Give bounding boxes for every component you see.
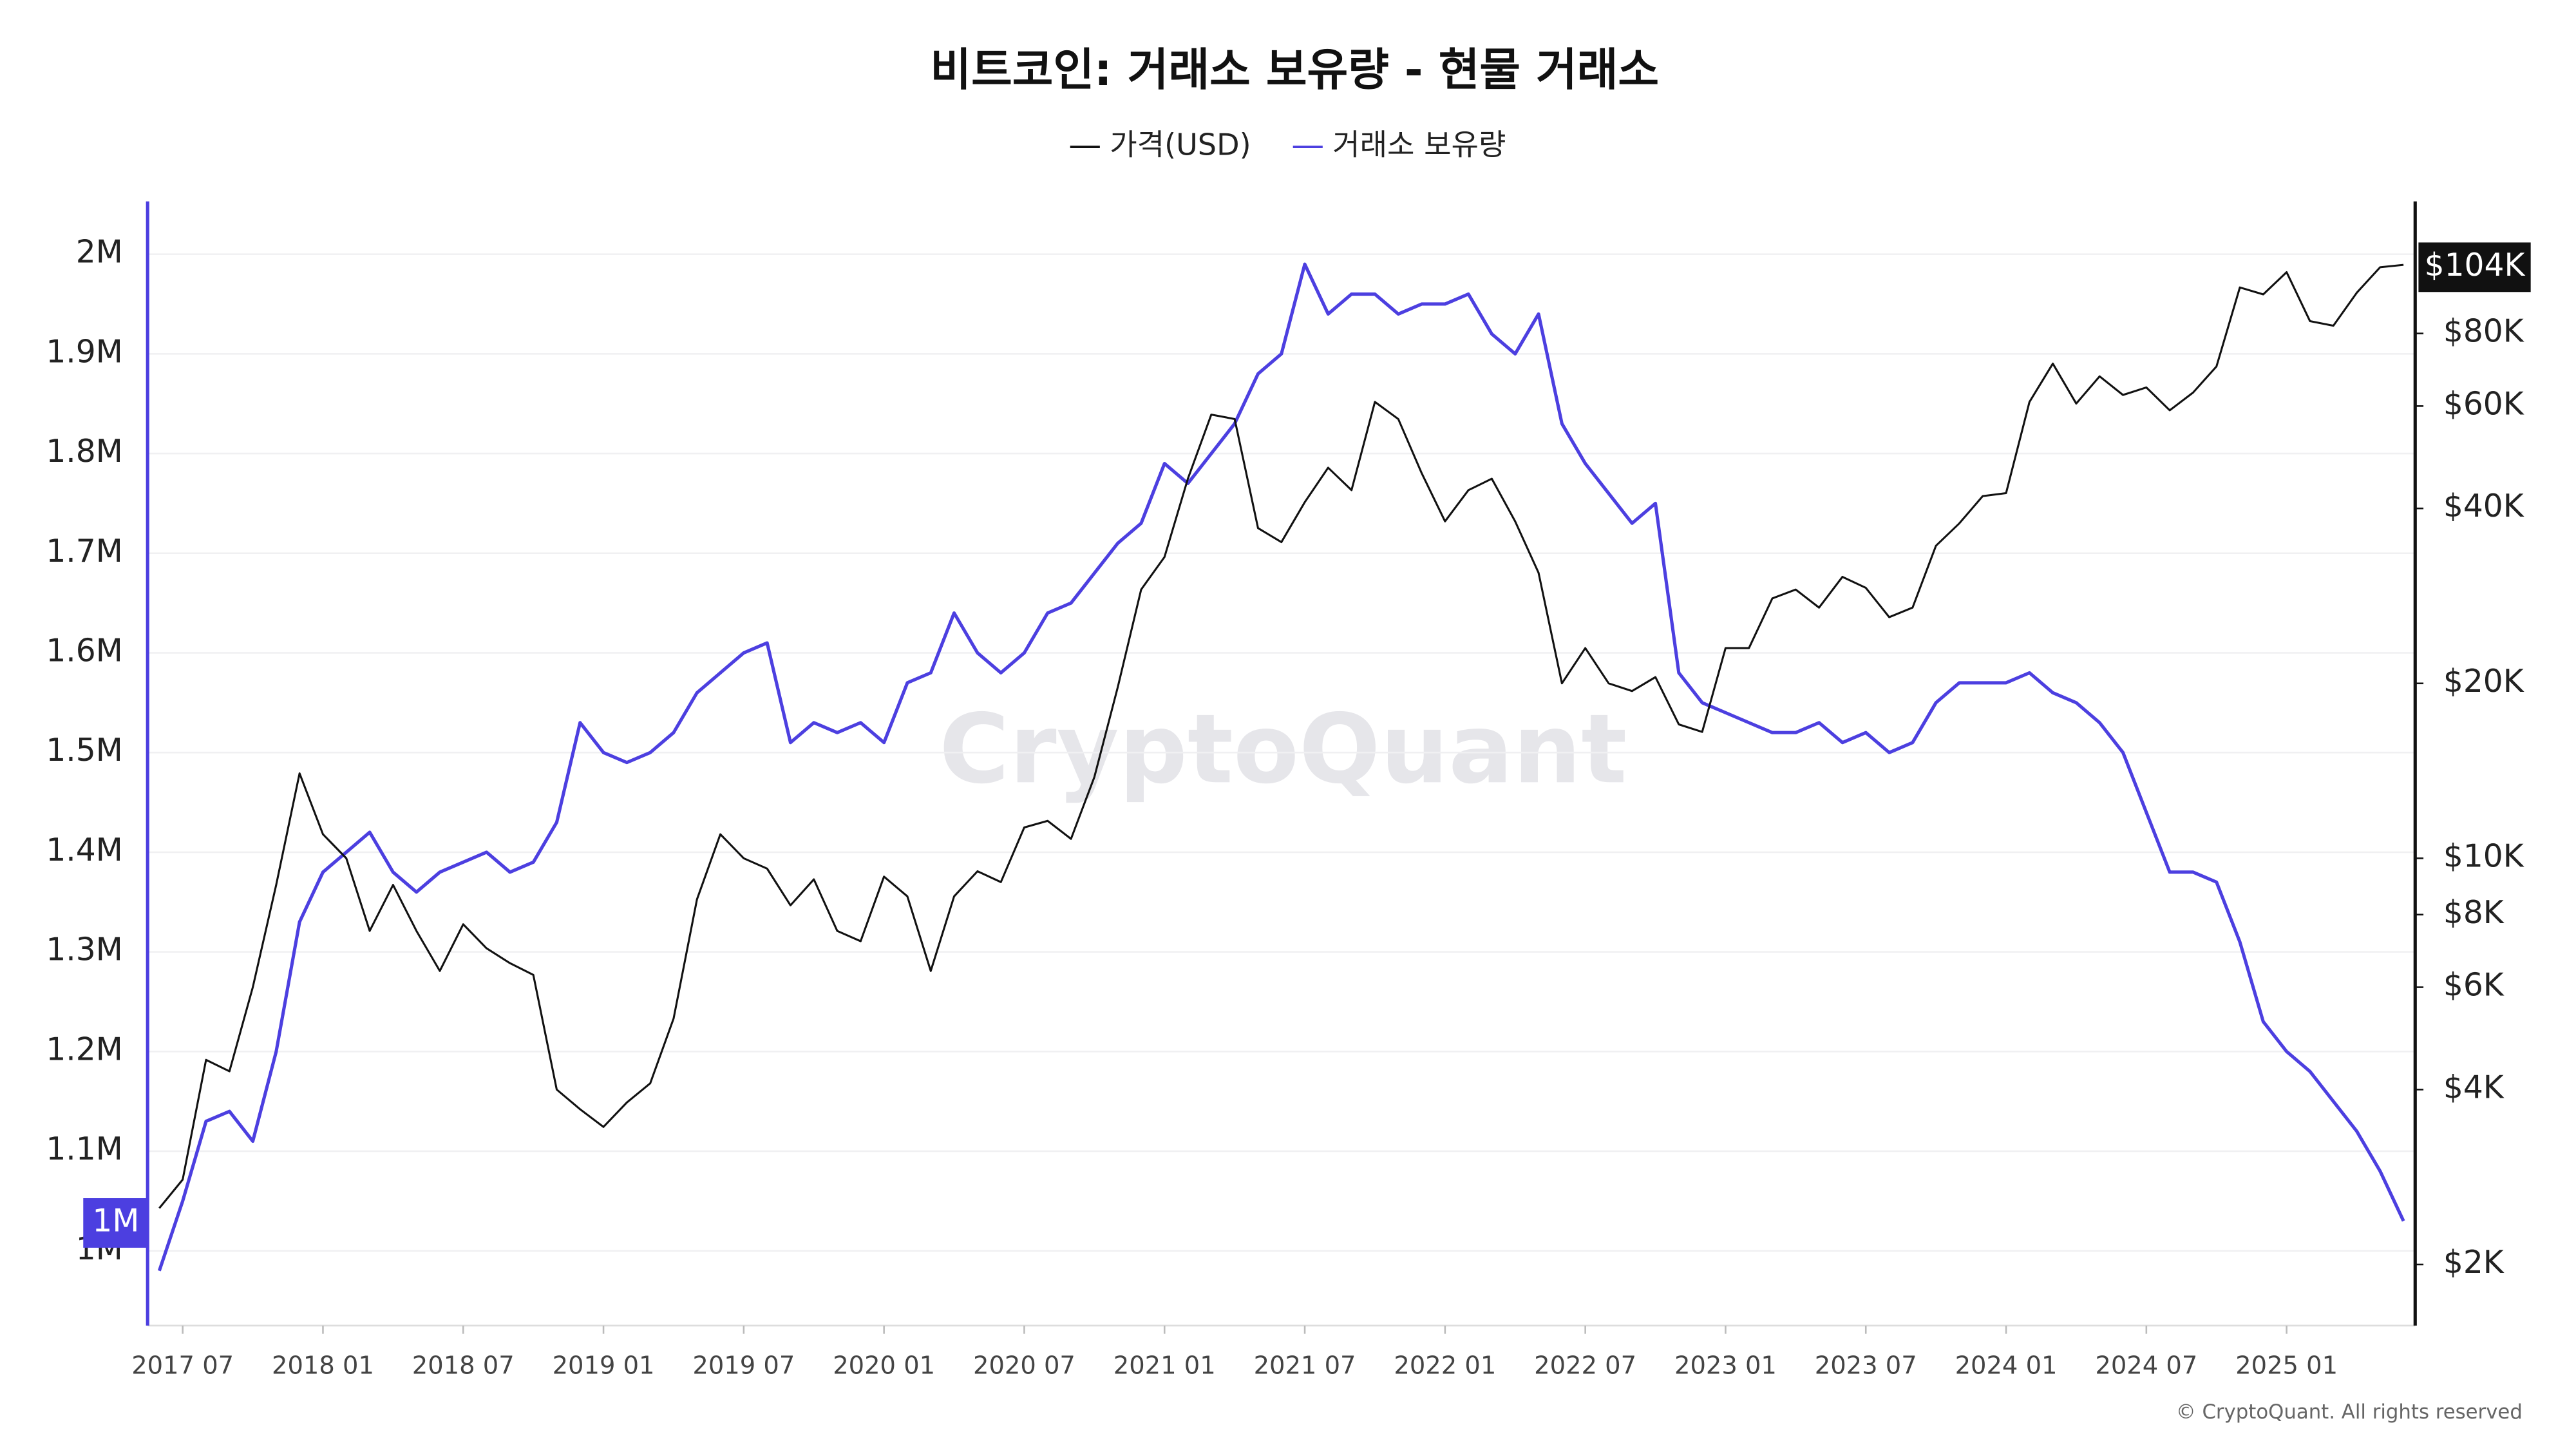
series-line — [158, 263, 2404, 1209]
x-tick-label: 2019 01 — [553, 1351, 655, 1380]
x-tick-label: 2022 07 — [1534, 1351, 1636, 1380]
x-tick-label: 2019 07 — [692, 1351, 795, 1380]
y-tick-label: 1.9M — [46, 334, 122, 370]
y2-tick-label: $8K — [2443, 895, 2505, 931]
x-tick-label: 2021 07 — [1254, 1351, 1356, 1380]
y2-tick-label: $40K — [2443, 488, 2524, 524]
x-tick-label: 2020 01 — [833, 1351, 935, 1380]
current-badge — [2418, 242, 2531, 292]
y-tick-label: 1.3M — [46, 932, 122, 968]
series-line — [157, 262, 2405, 1272]
y2-tick-label: $20K — [2443, 664, 2524, 700]
x-tick-label: 2023 07 — [1815, 1351, 1917, 1380]
x-tick-label: 2018 07 — [412, 1351, 515, 1380]
y2-tick-label: $6K — [2443, 968, 2505, 1004]
y-tick-label: 1.1M — [46, 1131, 122, 1167]
x-tick-label: 2022 01 — [1394, 1351, 1496, 1380]
y-tick-label: 1.2M — [46, 1031, 122, 1067]
footer: © CryptoQuant. All rights reserved — [2176, 1400, 2523, 1424]
legend-label: 가격(USD) — [1110, 128, 1251, 162]
y2-tick-label: $80K — [2443, 314, 2524, 350]
current-label: 1M — [92, 1203, 139, 1239]
x-tick-label: 2024 01 — [1955, 1351, 2058, 1380]
y-tick-label: 1.8M — [46, 434, 122, 470]
current-label: $104K — [2425, 247, 2526, 283]
y2-tick-label: $4K — [2443, 1069, 2505, 1105]
y2-tick-label: $10K — [2443, 838, 2524, 874]
y2-tick-label: $60K — [2443, 386, 2524, 422]
x-tick-label: 2025 01 — [2235, 1351, 2338, 1380]
y-tick-label: 1.5M — [46, 732, 122, 769]
x-tick-label: 2021 01 — [1113, 1351, 1216, 1380]
x-tick-label: 2017 07 — [131, 1351, 234, 1380]
watermark: CryptoQuant — [939, 694, 1627, 805]
y2-tick-label: $2K — [2443, 1245, 2505, 1281]
y-tick-label: 1.7M — [46, 533, 122, 569]
legend-label: 거래소 보유량 — [1332, 128, 1506, 162]
chart-title: 비트코인: 거래소 보유량 - 현물 거래소 — [930, 44, 1659, 96]
current-badge — [83, 1198, 148, 1248]
x-tick-label: 2018 01 — [272, 1351, 374, 1380]
y-tick-label: 2M — [76, 234, 123, 271]
x-tick-label: 2020 07 — [973, 1351, 1075, 1380]
y-tick-label: 1.4M — [46, 832, 122, 868]
x-tick-label: 2023 01 — [1674, 1351, 1777, 1380]
y-tick-label: 1.6M — [46, 633, 122, 669]
x-tick-label: 2024 07 — [2095, 1351, 2197, 1380]
